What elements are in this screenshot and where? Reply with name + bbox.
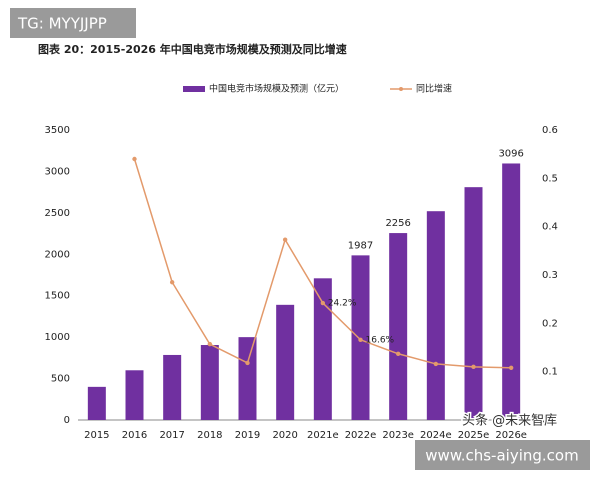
y2-tick-label: 0.5 — [542, 173, 558, 184]
y-tick-label: 1000 — [45, 332, 70, 343]
y-tick-label: 500 — [51, 374, 70, 385]
x-tick-label: 2015 — [84, 430, 109, 441]
bar — [200, 345, 219, 420]
line-value-label: 24.2% — [328, 299, 357, 309]
bar — [238, 337, 257, 420]
bar-value-label: 1987 — [348, 240, 373, 251]
line-marker — [471, 364, 476, 370]
y-tick-label: 3000 — [45, 166, 70, 177]
line-marker — [358, 337, 363, 342]
line-marker — [320, 300, 326, 306]
x-tick-label: 2016 — [122, 430, 147, 441]
y2-tick-label: 0 — [542, 415, 548, 426]
bar — [125, 370, 144, 420]
y2-tick-label: 0.6 — [542, 125, 558, 136]
bar — [163, 354, 182, 420]
y-tick-label: 2500 — [45, 208, 70, 219]
line-value-label: 16.6% — [366, 335, 395, 345]
legend-marker — [399, 87, 403, 91]
line-marker — [282, 237, 288, 242]
line-marker — [207, 341, 213, 347]
bar — [87, 386, 106, 420]
line-marker — [169, 280, 175, 285]
legend-label: 同比增速 — [416, 83, 452, 95]
y-tick-label: 3500 — [45, 125, 70, 136]
top-tag: TG: MYYJJPP — [17, 15, 107, 33]
bar — [389, 233, 408, 420]
plot: 0 500 1000 1500 2000 2500 3000 3500 0 0.1 0.2 0.3 0.… — [45, 83, 558, 442]
x-tick-label: 2024e — [420, 430, 452, 441]
x-tick-label: 2018 — [197, 430, 222, 441]
source-tag: 头条 @未来智库 — [462, 413, 557, 429]
line-marker — [395, 351, 401, 356]
x-tick-label: 2023e — [382, 430, 414, 441]
bar — [426, 211, 445, 420]
y-tick-label: 2000 — [45, 249, 70, 260]
bar — [464, 187, 483, 420]
chart-title: 图表 20：2015-2026 年中国电竞市场规模及预测及同比增速 — [38, 42, 347, 56]
x-tick-label: 2017 — [159, 430, 184, 441]
bar — [502, 163, 521, 420]
bar-value-label: 3096 — [498, 148, 523, 159]
url-box — [415, 440, 590, 470]
tag-box — [10, 8, 136, 38]
line-marker — [132, 156, 137, 162]
x-tick-label: 2019 — [235, 430, 260, 441]
line-marker — [433, 361, 439, 367]
x-tick-label: 2020 — [272, 430, 297, 441]
x-tick-label: 2026e — [495, 430, 527, 441]
y-tick-label: 1500 — [45, 291, 70, 302]
y2-tick-label: 0.2 — [542, 318, 558, 329]
line-marker — [245, 360, 250, 366]
y2-tick-label: 0.3 — [542, 270, 558, 281]
y-tick-label: 0 — [64, 415, 70, 426]
y2-tick-label: 0.1 — [542, 367, 558, 378]
x-tick-label: 2022e — [345, 430, 377, 441]
bar-value-label: 2256 — [385, 218, 410, 229]
line-marker — [508, 365, 514, 370]
legend-swatch — [183, 86, 205, 92]
y2-tick-label: 0.4 — [542, 222, 558, 233]
legend-label: 中国电竞市场规模及预测（亿元） — [209, 83, 344, 95]
bar — [276, 304, 295, 420]
x-tick-label: 2021e — [307, 430, 339, 441]
x-tick-label: 2025e — [458, 430, 490, 441]
url-tag: www.chs-aiying.com — [425, 447, 578, 465]
bar — [313, 278, 332, 420]
